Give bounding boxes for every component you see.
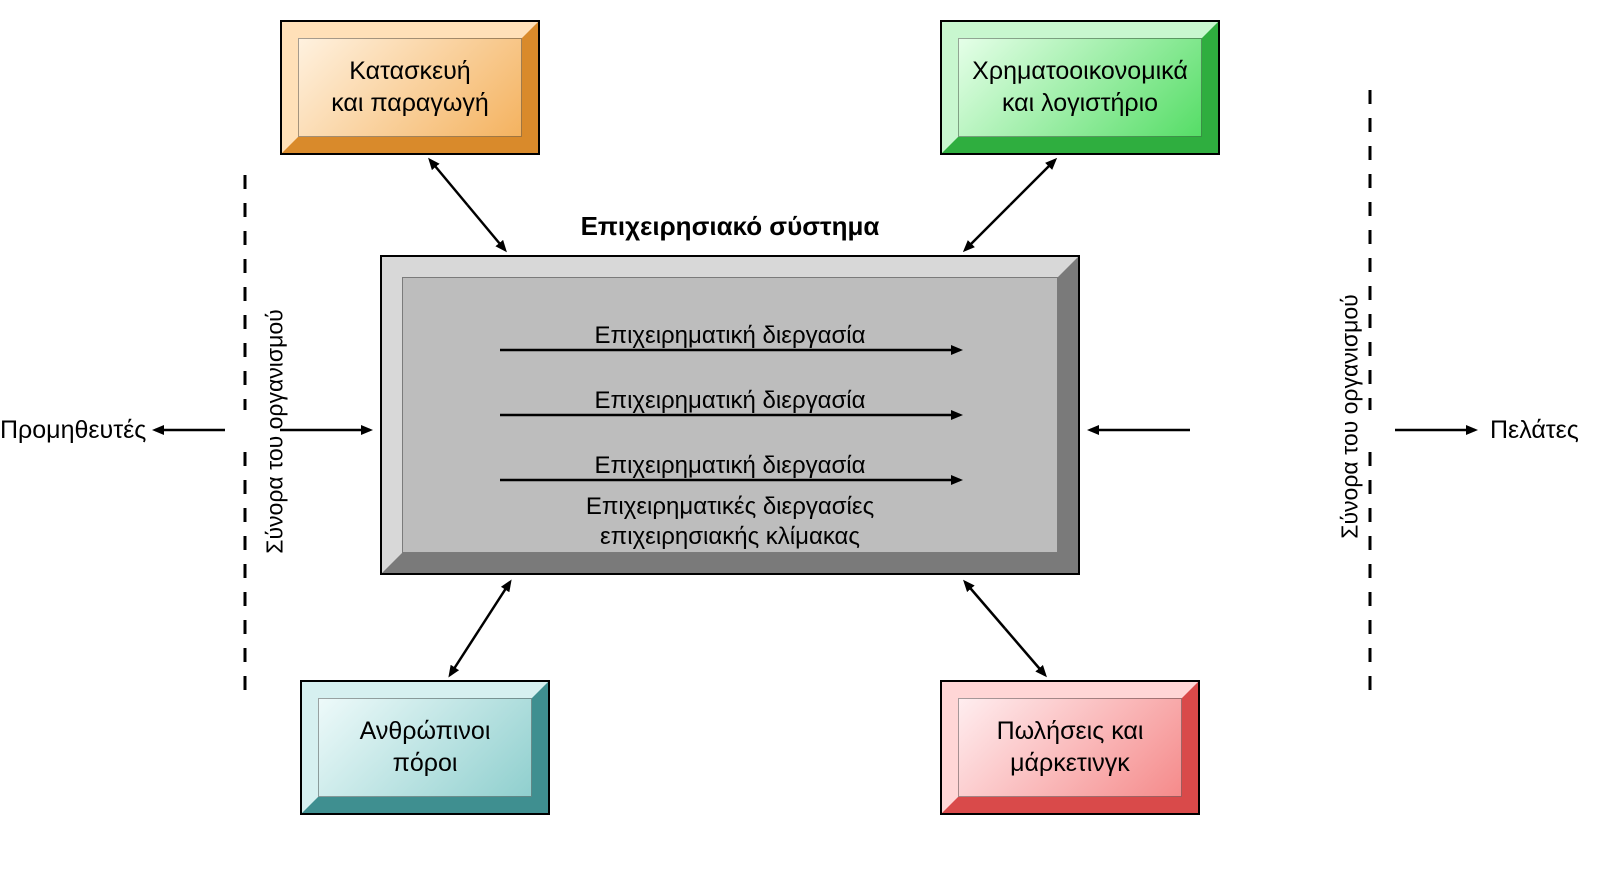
sales-node: Πωλήσεις και μάρκετινγκ: [940, 680, 1200, 815]
finance-label: Χρηματοοικονομικά και λογιστήριο: [972, 56, 1188, 119]
external-left-label: Προμηθευτές: [0, 416, 146, 445]
manufacturing-label: Κατασκευή και παραγωγή: [331, 56, 489, 119]
manufacturing-node: Κατασκευή και παραγωγή: [280, 20, 540, 155]
center-title: Επιχειρησιακό σύστημα: [380, 211, 1080, 242]
finance-node: Χρηματοοικονομικά και λογιστήριο: [940, 20, 1220, 155]
external-right-label: Πελάτες: [1490, 416, 1579, 445]
boundary-label-right: Σύνορα του οργανισμού: [1337, 287, 1364, 547]
process-label-2: Επιχειρηματική διεργασία: [380, 387, 1080, 415]
boundary-label-left: Σύνορα του οργανισμού: [262, 302, 289, 562]
process-label-3: Επιχειρηματική διεργασία: [380, 452, 1080, 480]
process-label-1: Επιχειρηματική διεργασία: [380, 322, 1080, 350]
hr-node: Ανθρώπινοι πόροι: [300, 680, 550, 815]
sales-label: Πωλήσεις και μάρκετινγκ: [997, 716, 1144, 779]
hr-label: Ανθρώπινοι πόροι: [360, 716, 491, 779]
process-footer: Επιχειρηματικές διεργασίες επιχειρησιακή…: [380, 492, 1080, 552]
